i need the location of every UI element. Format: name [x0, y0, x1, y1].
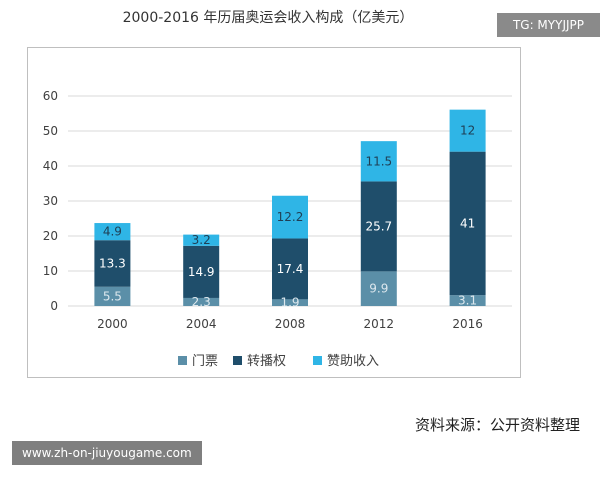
data-label: 2.3: [192, 295, 211, 309]
data-label: 41: [460, 216, 475, 230]
url-tag: www.zh-on-jiuyougame.com: [12, 441, 202, 465]
data-label: 4.9: [103, 225, 122, 239]
data-label: 3.2: [192, 233, 211, 247]
bar-segment: [449, 151, 486, 296]
bar-segment: [94, 240, 131, 287]
legend: 门票 转播权 赞助收入: [178, 353, 379, 369]
bars: [94, 109, 486, 306]
x-tick-label: 2016: [452, 317, 483, 331]
legend-label: 门票: [192, 354, 218, 369]
data-label: 12: [460, 124, 475, 138]
stacked-bar-chart: 2000-2016 年历届奥运会收入构成（亿美元） 5.5 13.3 4.9 2.3 1…: [43, 9, 512, 369]
bar-segment: [360, 181, 397, 272]
data-label: 11.5: [365, 154, 392, 168]
data-label: 9.9: [369, 282, 388, 296]
y-tick-label: 30: [43, 194, 58, 208]
y-axis: 0 10 20 30 40 50 60: [43, 89, 58, 313]
y-tick-label: 60: [43, 89, 58, 103]
data-label: 13.3: [99, 256, 126, 270]
data-label: 3.1: [458, 294, 477, 308]
y-tick-label: 0: [50, 299, 58, 313]
bar-segment: [449, 109, 486, 152]
y-tick-label: 50: [43, 124, 58, 138]
legend-label: 赞助收入: [327, 354, 379, 369]
data-label: 14.9: [188, 265, 215, 279]
bar-segment: [272, 238, 308, 300]
chart-frame: 2000-2016 年历届奥运会收入构成（亿美元） 5.5 13.3 4.9 2.3 1…: [27, 9, 521, 378]
source-note: 资料来源：公开资料整理: [414, 416, 580, 434]
legend-swatch: [233, 356, 242, 365]
bar-segment: [94, 223, 131, 241]
bar-segment: [183, 297, 220, 306]
x-tick-label: 2000: [97, 317, 128, 331]
data-labels: 5.5 13.3 4.9 2.3 14.9 3.2 1.9 17.4 12.2 9.9 25.7 11…: [99, 124, 477, 310]
bar-segment: [183, 245, 220, 298]
bar-segment: [272, 299, 308, 306]
data-label: 12.2: [277, 210, 304, 224]
y-tick-label: 20: [43, 229, 58, 243]
legend-swatch: [313, 356, 322, 365]
bar-segment: [360, 271, 397, 306]
x-axis: 2000 2004 2008 2012 2016: [97, 317, 483, 331]
y-tick-label: 40: [43, 159, 58, 173]
bar-segment: [272, 195, 308, 239]
data-label: 1.9: [280, 296, 299, 310]
bar-segment: [183, 234, 220, 246]
legend-swatch: [178, 356, 187, 365]
data-label: 5.5: [103, 289, 122, 303]
x-tick-label: 2004: [186, 317, 217, 331]
y-tick-label: 10: [43, 264, 58, 278]
watermark-tag: TG: MYYJJPP: [496, 13, 600, 37]
legend-label: 转播权: [247, 353, 286, 369]
x-tick-label: 2012: [364, 317, 395, 331]
chart-title: 2000-2016 年历届奥运会收入构成（亿美元）: [123, 9, 414, 26]
bar-segment: [94, 286, 131, 306]
data-label: 25.7: [365, 219, 392, 233]
data-label: 17.4: [277, 262, 304, 276]
bar-segment: [360, 141, 397, 182]
x-tick-label: 2008: [275, 317, 306, 331]
bar-segment: [449, 295, 486, 306]
